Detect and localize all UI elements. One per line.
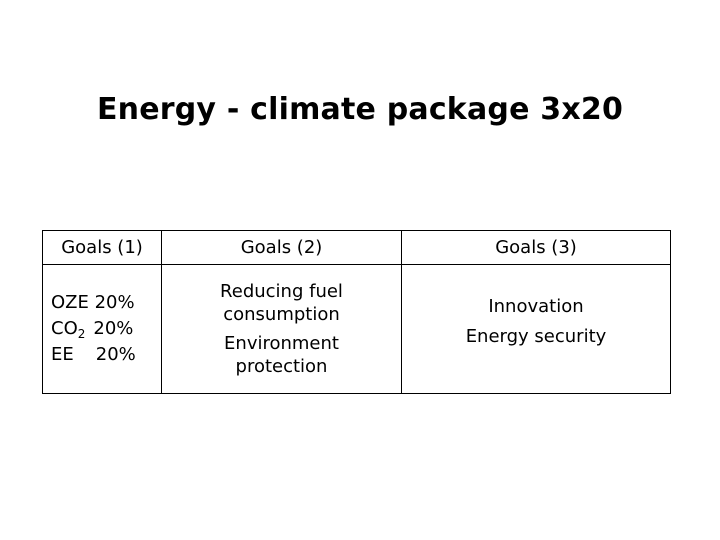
co2-value: 20% (93, 318, 134, 339)
goals-3-line: Energy security (465, 326, 607, 347)
header-goals-3: Goals (3) (401, 230, 671, 265)
goals-3-line: Innovation (488, 296, 584, 317)
oze-value: 20% (94, 292, 135, 313)
table-header-row: Goals (1) Goals (2) Goals (3) (42, 230, 671, 265)
goals-2-line: Reducing fuel (220, 280, 343, 302)
goals-2-line: protection (235, 355, 328, 377)
oze-label: OZE (51, 292, 89, 313)
header-goals-1: Goals (1) (42, 230, 162, 265)
goals-3-cell: Innovation Energy security (401, 264, 671, 394)
goals-table: Goals (1) Goals (2) Goals (3) OZE 20% CO… (42, 230, 671, 394)
ee-target: EE 20% (51, 342, 161, 368)
goals-2-line: Environment (224, 332, 339, 354)
goals-1-cell: OZE 20% CO2 20% EE 20% (42, 264, 162, 394)
ee-value: 20% (95, 344, 136, 365)
table-body-row: OZE 20% CO2 20% EE 20% Reducing fuel consu… (42, 264, 671, 394)
goals-2-cell: Reducing fuel consumption Environment pr… (161, 264, 402, 394)
co2-subscript: 2 (77, 327, 86, 341)
co2-label: CO (51, 318, 78, 339)
goals-2-line: consumption (223, 303, 340, 325)
header-goals-2: Goals (2) (161, 230, 402, 265)
ee-label: EE (51, 344, 74, 365)
oze-target: OZE 20% (51, 290, 161, 316)
slide-title: Energy - climate package 3x20 (96, 92, 624, 127)
co2-target: CO2 20% (51, 316, 161, 342)
